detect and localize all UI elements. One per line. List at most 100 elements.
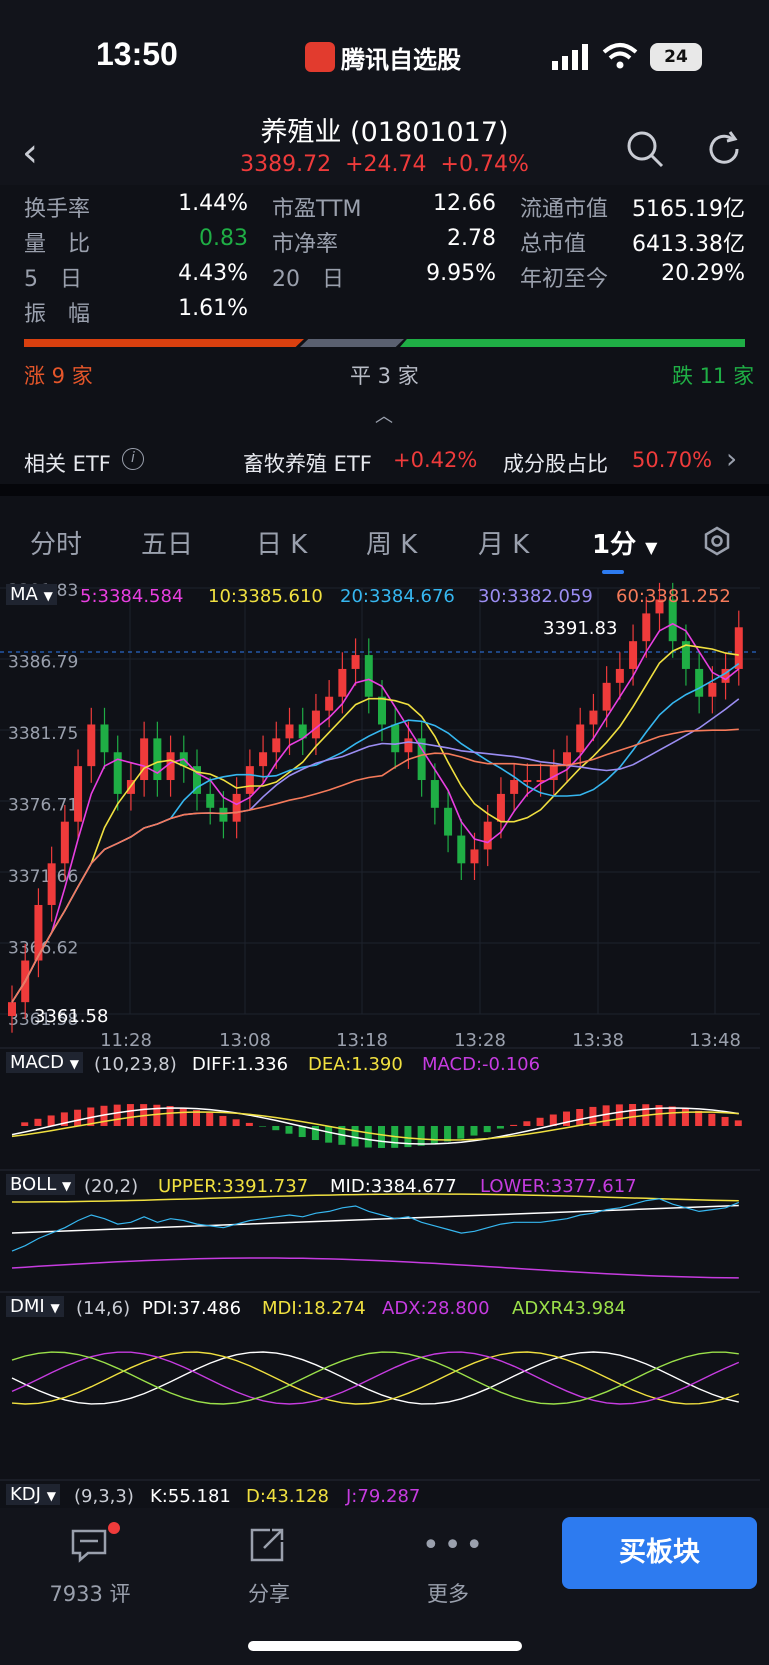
back-button[interactable]: ‹: [22, 130, 38, 176]
macd-histogram-bar: [721, 1116, 729, 1126]
macd-histogram-bar: [496, 1126, 504, 1129]
macd-selector[interactable]: MACD ▼: [6, 1052, 83, 1073]
amp-label: 振 幅: [24, 302, 91, 327]
boll-mid-line: [11, 1204, 739, 1234]
macd-histogram-bar: [378, 1126, 385, 1148]
macd-histogram-bar: [21, 1122, 29, 1126]
tab-five-day[interactable]: 五日: [141, 530, 194, 560]
macd-dea: DEA:1.390: [308, 1054, 403, 1075]
candle-body: [351, 655, 360, 669]
price-axis-label: 3381.75: [8, 724, 78, 744]
macd-histogram-bar: [74, 1109, 82, 1126]
candle-body: [140, 738, 149, 781]
kline-chart[interactable]: 3391.833386.793381.753376.713371.663366.…: [0, 578, 769, 1508]
stats-grid: 换手率 1.44% 市盈TTM 12.66 流通市值 5165.19亿 量 比 …: [0, 185, 769, 327]
settings-icon[interactable]: [702, 526, 732, 556]
share-button[interactable]: 分享: [248, 1582, 290, 1606]
macd-histogram-bar: [113, 1104, 121, 1126]
candle-body: [642, 613, 651, 642]
macd-histogram-bar: [298, 1126, 306, 1138]
dmi-label: DMI: [10, 1296, 45, 1317]
info-icon[interactable]: i: [122, 448, 144, 470]
macd-histogram-bar: [272, 1126, 280, 1131]
time-axis-label: 11:28: [100, 1030, 152, 1051]
etf-label: 相关 ETF: [24, 452, 111, 476]
candle-body: [629, 641, 638, 669]
more-button[interactable]: 更多: [427, 1582, 469, 1606]
macd-histogram-bar: [483, 1126, 491, 1133]
page-title: 养殖业 (01801017): [260, 117, 509, 148]
ma5-line: [11, 622, 740, 1003]
dmi-adxr-line: [11, 1351, 739, 1405]
comment-icon[interactable]: [70, 1528, 108, 1564]
boll-label: BOLL: [10, 1174, 57, 1195]
breadth-flat-label: 平 3 家: [350, 364, 419, 388]
refresh-icon[interactable]: [703, 128, 745, 170]
tab-1min[interactable]: 1分 ▼: [592, 524, 657, 561]
macd-histogram-bar: [695, 1110, 703, 1126]
ma60-value: 60:3381.252: [616, 586, 731, 607]
macd-dea-line: [11, 1111, 739, 1141]
candle-body: [708, 682, 717, 697]
pb-value: 2.78: [447, 226, 496, 251]
candle-body: [404, 738, 413, 753]
turnover-value: 1.44%: [178, 191, 248, 216]
macd-histogram-bar: [470, 1126, 478, 1136]
dmi-pdi: PDI:37.486: [142, 1298, 242, 1319]
kdj-selector[interactable]: KDJ ▼: [6, 1484, 60, 1505]
search-icon[interactable]: [624, 128, 666, 170]
comments-count[interactable]: 7933 评: [49, 1582, 131, 1606]
kdj-params: (9,3,3): [74, 1486, 134, 1507]
kdj-k: K:55.181: [150, 1486, 231, 1507]
float-cap-value: 5165.19亿: [632, 197, 745, 222]
dmi-selector[interactable]: DMI ▼: [6, 1296, 64, 1317]
app-logo-icon: [305, 42, 335, 72]
ma30-value: 30:3382.059: [478, 586, 593, 607]
related-etf-row[interactable]: 相关 ETF i 畜牧养殖 ETF +0.42% 成分股占比 50.70% ›: [0, 440, 769, 480]
candle-body: [549, 766, 558, 781]
home-indicator[interactable]: [248, 1641, 522, 1651]
etf-name: 畜牧养殖 ETF: [243, 452, 372, 476]
period-tabs: 分时 五日 日 K 周 K 月 K 1分 ▼: [0, 500, 769, 580]
low-price-label: 3361.58: [34, 1006, 108, 1027]
candle-body: [417, 738, 426, 781]
macd-histogram-bar: [351, 1126, 359, 1147]
candle-body: [206, 793, 215, 808]
tab-daily-k[interactable]: 日 K: [256, 530, 308, 560]
share-icon[interactable]: [248, 1526, 286, 1564]
ytd-value: 20.29%: [661, 261, 745, 286]
macd-histogram-bar: [166, 1105, 174, 1126]
candle-body: [364, 655, 373, 697]
caret-down-icon: ▼: [62, 1179, 72, 1193]
boll-params: (20,2): [84, 1176, 139, 1197]
tab-monthly-k[interactable]: 月 K: [478, 530, 530, 560]
breadth-down-bar: [400, 339, 745, 347]
boll-selector[interactable]: BOLL ▼: [6, 1174, 76, 1195]
macd-histogram-bar: [232, 1119, 240, 1126]
macd-histogram-bar: [126, 1104, 134, 1126]
buy-sector-button[interactable]: 买板块: [562, 1517, 757, 1589]
ytd-label: 年初至今: [520, 267, 609, 292]
candle-body: [589, 710, 598, 725]
macd-histogram-bar: [563, 1111, 570, 1126]
turnover-label: 换手率: [24, 197, 91, 222]
app-name-text: 腾讯自选股: [341, 46, 461, 74]
d5-value: 4.43%: [178, 261, 248, 286]
macd-histogram-bar: [681, 1108, 689, 1126]
candle-body: [285, 724, 294, 739]
time-axis-label: 13:38: [572, 1030, 624, 1051]
macd-histogram-bar: [179, 1107, 187, 1126]
candle-body: [298, 724, 307, 739]
boll-mid: MID:3384.677: [330, 1176, 457, 1197]
ma-selector[interactable]: MA ▼: [6, 584, 57, 605]
tab-intraday[interactable]: 分时: [30, 530, 83, 560]
candle-body: [311, 710, 320, 739]
time-axis-label: 13:08: [219, 1030, 271, 1051]
ma-label: MA: [10, 584, 38, 605]
more-icon[interactable]: •••: [422, 1528, 488, 1563]
tab-weekly-k[interactable]: 周 K: [366, 530, 418, 560]
ma5-value: 5:3384.584: [80, 586, 183, 607]
caret-down-icon: ▼: [69, 1057, 79, 1071]
macd-histogram-bar: [444, 1126, 452, 1142]
chevron-up-icon[interactable]: ︿: [375, 406, 393, 427]
